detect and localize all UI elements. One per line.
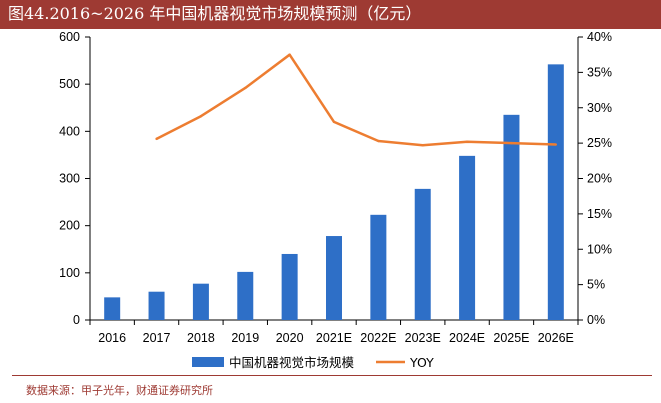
- bar: [281, 253, 298, 320]
- source-divider: [12, 375, 652, 376]
- right-tick-label: 10%: [587, 242, 612, 256]
- x-tick-label: 2016: [98, 331, 126, 345]
- right-tick-label: 35%: [587, 65, 612, 79]
- left-tick-label: 400: [59, 124, 80, 138]
- figure-title: 图44.2016~2026 年中国机器视觉市场规模预测（亿元）: [8, 4, 422, 23]
- yoy-line: [155, 53, 556, 147]
- yoy-point: [199, 115, 203, 118]
- title-bar: 图44.2016~2026 年中国机器视觉市场规模预测（亿元）: [0, 0, 661, 29]
- x-tick-label: 2020: [276, 331, 304, 345]
- legend-bar-label: 中国机器视觉市场规模: [229, 355, 355, 370]
- right-tick-label: 0%: [587, 313, 605, 327]
- right-tick-label: 15%: [587, 207, 612, 221]
- bar: [148, 291, 165, 320]
- left-tick-label: 300: [59, 172, 80, 186]
- left-tick-label: 200: [59, 219, 80, 233]
- right-tick-label: 30%: [587, 101, 612, 115]
- yoy-point: [377, 139, 380, 143]
- bar: [414, 188, 431, 320]
- bar: [237, 271, 254, 320]
- yoy-point: [332, 120, 336, 124]
- legend-bar-swatch: [192, 357, 224, 367]
- x-tick-label: 2022E: [360, 331, 396, 345]
- bar: [370, 214, 387, 320]
- left-tick-label: 600: [59, 30, 80, 44]
- bar: [459, 155, 476, 320]
- yoy-point: [155, 137, 158, 141]
- yoy-point: [510, 141, 513, 145]
- legend-line-label: YOY: [409, 355, 434, 370]
- left-tick-label: 500: [59, 77, 80, 91]
- bar: [104, 297, 121, 320]
- bar: [192, 283, 209, 320]
- x-tick-label: 2024E: [449, 331, 485, 345]
- yoy-point: [244, 86, 247, 90]
- x-tick-label: 2021E: [316, 331, 352, 345]
- x-tick-label: 2025E: [493, 331, 529, 345]
- source-note: 数据来源：甲子光年，财通证券研究所: [26, 384, 213, 397]
- yoy-point: [288, 53, 291, 56]
- bar: [503, 114, 520, 320]
- right-tick-label: 40%: [587, 30, 612, 44]
- bar: [547, 64, 564, 321]
- x-tick-label: 2018: [187, 331, 215, 345]
- left-tick-label: 100: [59, 266, 80, 280]
- yoy-point: [465, 140, 469, 143]
- yoy-point: [554, 143, 558, 146]
- yoy-point: [421, 144, 424, 147]
- x-tick-label: 2019: [231, 331, 259, 345]
- x-tick-label: 2026E: [538, 331, 574, 345]
- left-tick-label: 0: [73, 313, 80, 327]
- right-tick-label: 20%: [587, 172, 612, 186]
- x-tick-label: 2017: [143, 331, 171, 345]
- right-tick-label: 5%: [587, 278, 605, 292]
- x-tick-label: 2023E: [405, 331, 441, 345]
- right-tick-label: 25%: [587, 136, 612, 150]
- bar: [326, 236, 342, 320]
